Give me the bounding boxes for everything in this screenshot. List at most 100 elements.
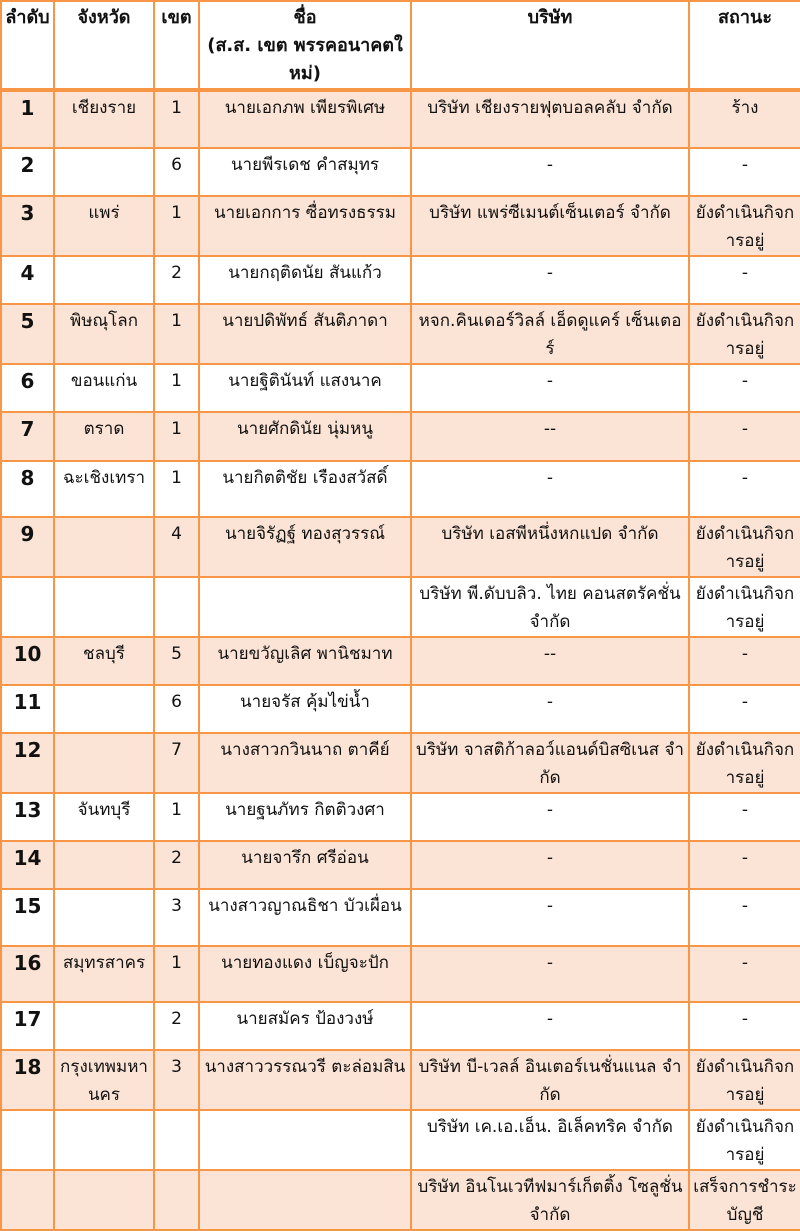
cell-province: ชลบุรี xyxy=(53,636,155,686)
cell-province: กรุงเทพมหานคร xyxy=(53,1049,155,1111)
cell-status: เสร็จการชำระบัญชี xyxy=(688,1169,800,1231)
cell-name xyxy=(198,576,412,638)
cell-province xyxy=(53,255,155,305)
table-row: 13 จันทบุรี 1 นายฐนภัทร กิตติวงศา - - xyxy=(0,792,800,842)
cell-name xyxy=(198,1109,412,1171)
cell-district: 1 xyxy=(153,460,200,518)
cell-province xyxy=(53,1109,155,1171)
cell-province xyxy=(53,684,155,734)
cell-name: นายขวัญเลิศ พานิชมาท xyxy=(198,636,412,686)
cell-district: 1 xyxy=(153,89,200,149)
cell-province: ฉะเชิงเทรา xyxy=(53,460,155,518)
cell-company: -- xyxy=(410,636,690,686)
table-row: บริษัท พี.ดับบลิว. ไทย คอนสตรัคชั่น จำกั… xyxy=(0,576,800,638)
cell-no xyxy=(0,1169,55,1231)
cell-company: - xyxy=(410,888,690,947)
cell-no: 2 xyxy=(0,147,55,197)
cell-no: 3 xyxy=(0,195,55,257)
cell-province: ขอนแก่น xyxy=(53,363,155,413)
cell-district: 1 xyxy=(153,945,200,1003)
table-row: 14 2 นายจารึก ศรีอ่อน - - xyxy=(0,840,800,890)
cell-company: -- xyxy=(410,411,690,462)
cell-no: 6 xyxy=(0,363,55,413)
cell-district xyxy=(153,1109,200,1171)
cell-district: 6 xyxy=(153,684,200,734)
table-row: 16 สมุทรสาคร 1 นายทองแดง เบ็ญจะปัก - - xyxy=(0,945,800,1003)
cell-status: - xyxy=(688,792,800,842)
cell-company: - xyxy=(410,460,690,518)
cell-district: 6 xyxy=(153,147,200,197)
cell-name: นายสมัคร ป้องวงษ์ xyxy=(198,1001,412,1051)
cell-province xyxy=(53,840,155,890)
cell-company: บริษัท เค.เอ.เอ็น. อิเล็คทริค จำกัด xyxy=(410,1109,690,1171)
cell-company: บริษัท บี-เวลล์ อินเตอร์เนชั่นแนล จำกัด xyxy=(410,1049,690,1111)
cell-company: บริษัท แพร่ซีเมนต์เซ็นเตอร์ จำกัด xyxy=(410,195,690,257)
cell-status: - xyxy=(688,255,800,305)
cell-no: 10 xyxy=(0,636,55,686)
cell-district: 7 xyxy=(153,732,200,794)
cell-district: 3 xyxy=(153,1049,200,1111)
cell-no: 17 xyxy=(0,1001,55,1051)
cell-company: บริษัท จาสติก้าลอว์แอนด์บิสซิเนส จำกัด xyxy=(410,732,690,794)
cell-name: นายฐนภัทร กิตติวงศา xyxy=(198,792,412,842)
cell-district: 2 xyxy=(153,840,200,890)
table-row: 6 ขอนแก่น 1 นายฐิตินันท์ แสงนาค - - xyxy=(0,363,800,413)
cell-district xyxy=(153,576,200,638)
cell-company: บริษัท พี.ดับบลิว. ไทย คอนสตรัคชั่น จำกั… xyxy=(410,576,690,638)
cell-district: 2 xyxy=(153,1001,200,1051)
header-district: เขต xyxy=(153,0,200,91)
cell-province: แพร่ xyxy=(53,195,155,257)
cell-status: - xyxy=(688,636,800,686)
table-row: 15 3 นางสาวญาณธิชา บัวเผื่อน - - xyxy=(0,888,800,947)
cell-name: นายจารึก ศรีอ่อน xyxy=(198,840,412,890)
cell-province xyxy=(53,888,155,947)
cell-status: ร้าง xyxy=(688,89,800,149)
cell-status: - xyxy=(688,363,800,413)
cell-company: - xyxy=(410,363,690,413)
cell-company: - xyxy=(410,1001,690,1051)
cell-status: ยังดำเนินกิจการอยู่ xyxy=(688,1049,800,1111)
table-row: บริษัท อินโนเวทีฟมาร์เก็ตติ้ง โซลูชั่น จ… xyxy=(0,1169,800,1231)
cell-name: นางสาววรรณวรี ตะล่อมสิน xyxy=(198,1049,412,1111)
cell-province: พิษณุโลก xyxy=(53,303,155,365)
cell-name: นายเอกภพ เพียรพิเศษ xyxy=(198,89,412,149)
cell-district: 1 xyxy=(153,792,200,842)
cell-name: นายพีรเดช คำสมุทร xyxy=(198,147,412,197)
table-row: 11 6 นายจรัส คุ้มไข่น้ำ - - xyxy=(0,684,800,734)
cell-status: - xyxy=(688,147,800,197)
cell-status: - xyxy=(688,945,800,1003)
cell-no: 11 xyxy=(0,684,55,734)
cell-province: ตราด xyxy=(53,411,155,462)
cell-no: 1 xyxy=(0,89,55,149)
cell-company: - xyxy=(410,684,690,734)
cell-name: นายเอกการ ซื่อทรงธรรม xyxy=(198,195,412,257)
cell-province xyxy=(53,1001,155,1051)
cell-no xyxy=(0,576,55,638)
cell-no: 15 xyxy=(0,888,55,947)
header-company: บริษัท xyxy=(410,0,690,91)
table-row: 7 ตราด 1 นายศักดินัย นุ่มหนู -- - xyxy=(0,411,800,462)
cell-no: 14 xyxy=(0,840,55,890)
cell-status: ยังดำเนินกิจการอยู่ xyxy=(688,1109,800,1171)
cell-no: 18 xyxy=(0,1049,55,1111)
cell-province xyxy=(53,516,155,578)
cell-name: นางสาวกวินนาถ ตาคีย์ xyxy=(198,732,412,794)
cell-no: 7 xyxy=(0,411,55,462)
cell-no: 4 xyxy=(0,255,55,305)
cell-status: ยังดำเนินกิจการอยู่ xyxy=(688,576,800,638)
cell-no: 8 xyxy=(0,460,55,518)
header-name: ชื่อ (ส.ส. เขต พรรคอนาคตใหม่) xyxy=(198,0,412,91)
cell-name: นายศักดินัย นุ่มหนู xyxy=(198,411,412,462)
table-row: 5 พิษณุโลก 1 นายปดิพัทธ์ สันติภาดา หจก.คินเด… xyxy=(0,303,800,365)
cell-province xyxy=(53,576,155,638)
table-row: 10 ชลบุรี 5 นายขวัญเลิศ พานิชมาท -- - xyxy=(0,636,800,686)
cell-district xyxy=(153,1169,200,1231)
cell-status: - xyxy=(688,888,800,947)
cell-province: เชียงราย xyxy=(53,89,155,149)
cell-district: 5 xyxy=(153,636,200,686)
table-row: 1 เชียงราย 1 นายเอกภพ เพียรพิเศษ บริษัท เชีย… xyxy=(0,89,800,149)
cell-status: - xyxy=(688,411,800,462)
cell-status: ยังดำเนินกิจการอยู่ xyxy=(688,732,800,794)
cell-province xyxy=(53,732,155,794)
cell-company: บริษัท เอสพีหนึ่งหกแปด จำกัด xyxy=(410,516,690,578)
